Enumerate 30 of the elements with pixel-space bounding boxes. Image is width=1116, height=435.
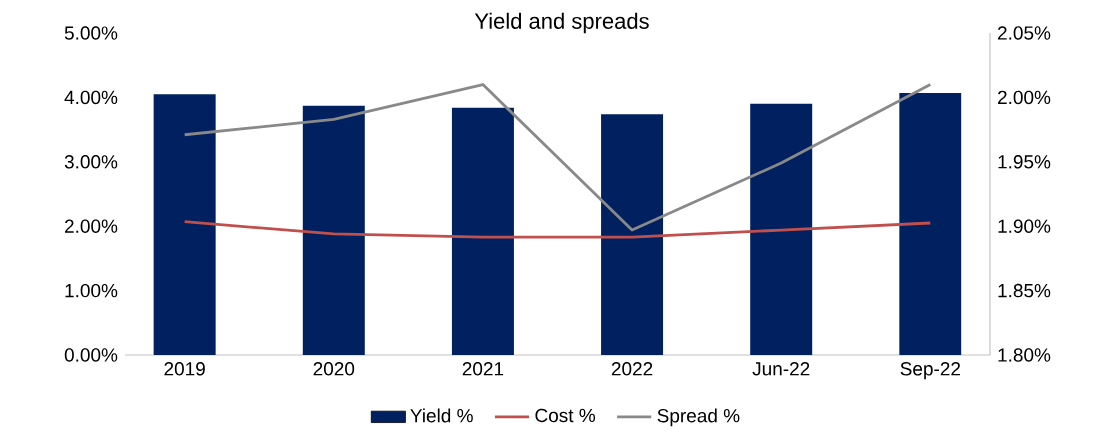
y2-tick-label: 1.80% <box>998 348 1051 362</box>
y-tick-label: 3.00% <box>64 155 118 169</box>
y-tick-label: 4.00% <box>64 90 118 105</box>
bar <box>153 94 216 355</box>
y-tick-label: 2.00% <box>65 219 118 233</box>
bar <box>750 103 813 355</box>
bar <box>601 114 664 355</box>
line-series <box>183 220 932 239</box>
x-tick-label: 2020 <box>313 362 355 376</box>
y2-tick-label: 1.95% <box>998 155 1051 169</box>
chart-title: Yield and spreads <box>474 12 649 34</box>
y-tick-label: 1.00% <box>65 283 118 298</box>
bar <box>302 105 365 355</box>
legend-label: Yield % <box>410 408 473 423</box>
x-tick-label: Jun-22 <box>752 362 810 376</box>
y2-tick-label: 2.05% <box>998 26 1051 40</box>
x-tick-label: Sep-22 <box>900 362 961 380</box>
bar <box>899 92 962 355</box>
line-series <box>183 83 932 232</box>
y-tick-label: 0.00% <box>64 348 118 362</box>
y2-tick-label: 1.90% <box>998 219 1051 233</box>
y2-tick-label: 1.85% <box>998 283 1051 298</box>
y2-tick-label: 2.00% <box>998 90 1051 105</box>
x-tick-label: 2022 <box>611 362 653 376</box>
legend-label: Spread % <box>657 408 740 427</box>
y-tick-label: 5.00% <box>64 26 118 40</box>
x-tick-label: 2021 <box>462 362 504 376</box>
bar <box>451 107 514 355</box>
legend-label: Cost % <box>535 408 596 423</box>
x-tick-label: 2019 <box>164 362 205 376</box>
